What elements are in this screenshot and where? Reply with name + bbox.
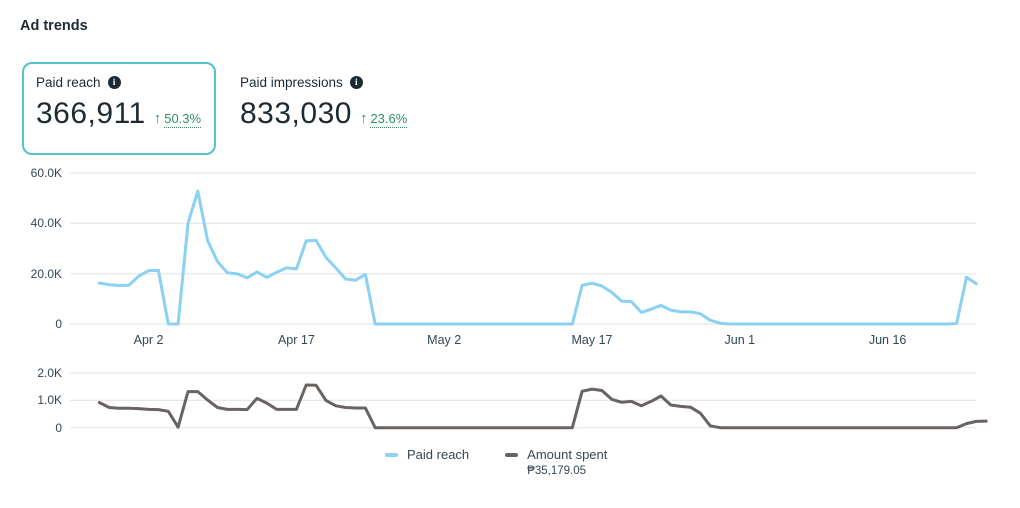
chart-legend: Paid reach Amount spent ₱35,179.05: [385, 446, 607, 477]
y-axis-tick-label: 1.0K: [37, 393, 62, 408]
trend-up-arrow-icon: ↑: [359, 110, 368, 127]
y-axis-tick-label: 0: [55, 317, 62, 331]
y-axis-tick-label: 0: [55, 420, 62, 435]
amount-spent-swatch-icon: [505, 453, 519, 457]
legend-paid-reach-label: Paid reach: [407, 447, 470, 462]
info-icon[interactable]: [107, 76, 121, 89]
paid-reach-value: 366,911: [36, 97, 146, 130]
x-axis-tick-label: Apr 2: [133, 333, 164, 347]
y-axis-tick-label: 20.0K: [30, 266, 62, 281]
paid-impressions-label: Paid impressions: [240, 75, 343, 90]
trend-up-arrow-icon: ↑: [153, 110, 162, 127]
paid-reach-swatch-icon: [385, 453, 398, 457]
amount-spent-chart[interactable]: [0, 363, 1020, 435]
paid-impressions-value: 833,030: [240, 97, 352, 130]
y-axis-tick-label: 60.0K: [30, 165, 62, 180]
paid-reach-label: Paid reach: [36, 75, 101, 90]
y-axis-tick-label: 40.0K: [30, 216, 62, 231]
metric-card-paid-impressions[interactable]: Paid impressions 833,030 ↑ 23.6%: [238, 62, 468, 155]
x-axis-tick-label: Jun 1: [724, 333, 756, 347]
x-axis-tick-label: May 2: [427, 333, 462, 347]
x-axis-tick-label: Apr 17: [277, 333, 315, 347]
amount-spent-line[interactable]: [97, 383, 988, 430]
page-title: Ad trends: [20, 18, 88, 34]
legend-item-amount-spent: Amount spent ₱35,179.05: [505, 446, 607, 477]
x-axis-tick-label: May 17: [571, 333, 613, 347]
paid-reach-chart[interactable]: [0, 163, 1020, 338]
legend-item-paid-reach: Paid reach: [385, 446, 469, 477]
paid-impressions-change-percent[interactable]: 23.6%: [370, 111, 408, 128]
metric-card-paid-reach[interactable]: Paid reach 366,911 ↑ 50.3%: [22, 62, 216, 155]
info-icon[interactable]: [349, 76, 363, 89]
amount-spent-total: ₱35,179.05: [527, 465, 586, 477]
legend-amount-spent-label: Amount spent: [527, 447, 608, 462]
x-axis-tick-label: Jun 16: [868, 333, 907, 347]
y-axis-tick-label: 2.0K: [37, 366, 62, 380]
paid-reach-change-percent[interactable]: 50.3%: [164, 111, 202, 128]
paid-reach-line[interactable]: [97, 189, 978, 326]
